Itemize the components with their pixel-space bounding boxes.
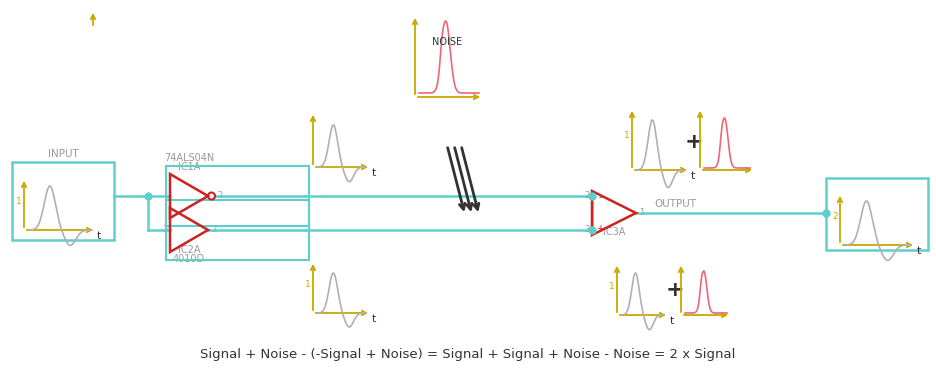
Text: +: + [685,132,703,152]
Text: 2: 2 [832,212,838,221]
Text: t: t [691,171,695,181]
Text: 2: 2 [211,224,216,233]
Text: +: + [596,224,604,234]
Text: 1: 1 [16,197,22,206]
Text: 3: 3 [163,224,168,233]
Text: 1: 1 [624,131,630,140]
Bar [826,178,928,250]
Text: 4010D: 4010D [173,254,205,264]
Text: 2: 2 [217,190,222,199]
Text: t: t [670,316,674,326]
Text: +: + [665,280,684,300]
Bar [166,166,309,226]
Text: IC3A: IC3A [603,227,625,237]
Text: 3: 3 [585,224,590,233]
Bar [12,162,114,240]
Text: 2: 2 [585,190,590,199]
Text: OUTPUT: OUTPUT [654,199,696,209]
Text: 1: 1 [609,282,615,291]
Text: NOISE: NOISE [431,37,462,47]
Text: -: - [598,192,602,202]
Text: Signal + Noise - (-Signal + Noise) = Signal + Signal + Noise - Noise = 2 x Signa: Signal + Noise - (-Signal + Noise) = Sig… [200,348,736,361]
Text: IC1A: IC1A [178,162,200,172]
Text: 74ALS04N: 74ALS04N [164,153,214,163]
Text: 1: 1 [639,208,644,217]
Text: t: t [917,246,921,256]
Text: t: t [97,231,101,241]
Text: 1: 1 [305,280,311,289]
Text: t: t [372,168,376,178]
Text: t: t [372,314,376,324]
Text: IC2A: IC2A [178,245,200,255]
Text: 1: 1 [163,190,168,199]
Bar [166,200,309,260]
Text: INPUT: INPUT [48,149,79,159]
